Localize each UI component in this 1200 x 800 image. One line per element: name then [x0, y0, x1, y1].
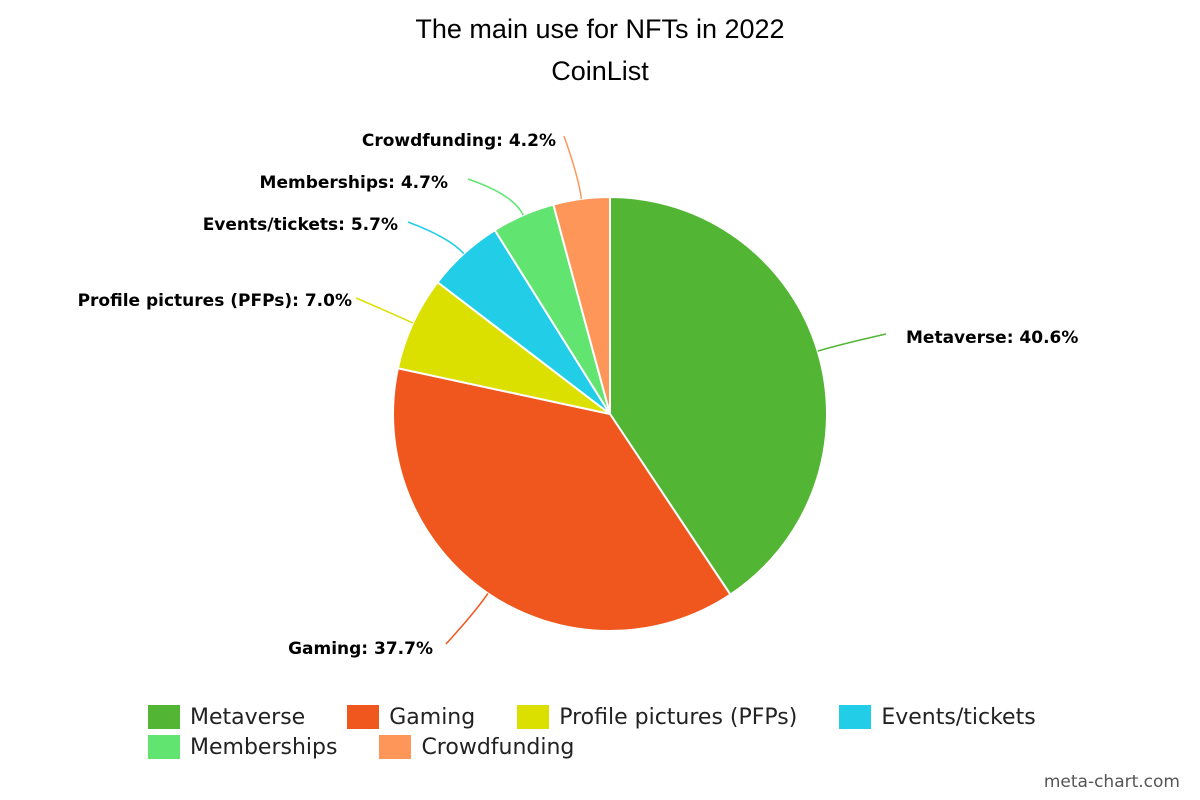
- legend-label: Memberships: [190, 734, 338, 760]
- legend-item-events-tickets[interactable]: Events/tickets: [839, 704, 1036, 730]
- data-label-memberships: Memberships: 4.7%: [260, 173, 448, 193]
- legend-row: Metaverse Gaming Profile pictures (PFPs)…: [148, 702, 1088, 732]
- data-label-events-tickets: Events/tickets: 5.7%: [203, 215, 398, 235]
- legend-label: Profile pictures (PFPs): [559, 704, 798, 730]
- label-connector-memberships: [467, 178, 524, 216]
- data-label-pfps: Profile pictures (PFPs): 7.0%: [78, 291, 352, 311]
- legend-item-pfps[interactable]: Profile pictures (PFPs): [517, 705, 797, 730]
- legend-item-crowdfunding[interactable]: Crowdfunding: [379, 735, 574, 760]
- legend-item-memberships[interactable]: Memberships: [148, 735, 337, 760]
- label-connector-events-tickets: [407, 221, 465, 255]
- legend-swatch: [379, 735, 412, 759]
- credit-link[interactable]: meta-chart.com: [1043, 772, 1180, 792]
- legend-swatch: [148, 735, 180, 759]
- label-connector-crowdfunding: [563, 135, 583, 199]
- legend-row: Memberships Crowdfunding: [148, 732, 1088, 762]
- label-connector-pfps: [355, 297, 414, 324]
- pie-slice-crowdfunding[interactable]: [552, 195, 611, 415]
- chart-subtitle: CoinList: [551, 56, 649, 86]
- data-label-crowdfunding: Crowdfunding: 4.2%: [362, 131, 556, 151]
- data-label-gaming: Gaming: 37.7%: [288, 639, 433, 659]
- legend-swatch: [148, 705, 180, 729]
- pie-slice-gaming[interactable]: [392, 367, 732, 632]
- legend: Metaverse Gaming Profile pictures (PFPs)…: [148, 702, 1088, 762]
- data-label-metaverse: Metaverse: 40.6%: [906, 328, 1078, 348]
- legend-item-gaming[interactable]: Gaming: [347, 705, 475, 730]
- legend-swatch: [517, 705, 550, 729]
- legend-item-metaverse[interactable]: Metaverse: [148, 705, 305, 730]
- legend-swatch: [839, 705, 872, 729]
- legend-label: Events/tickets: [881, 704, 1036, 730]
- legend-label: Metaverse: [190, 704, 306, 730]
- legend-swatch: [347, 705, 380, 729]
- legend-label: Crowdfunding: [421, 734, 575, 760]
- label-connector-metaverse: [817, 333, 887, 352]
- legend-label: Gaming: [389, 704, 476, 730]
- chart-title: The main use for NFTs in 2022: [415, 14, 785, 44]
- label-connector-gaming: [445, 592, 489, 645]
